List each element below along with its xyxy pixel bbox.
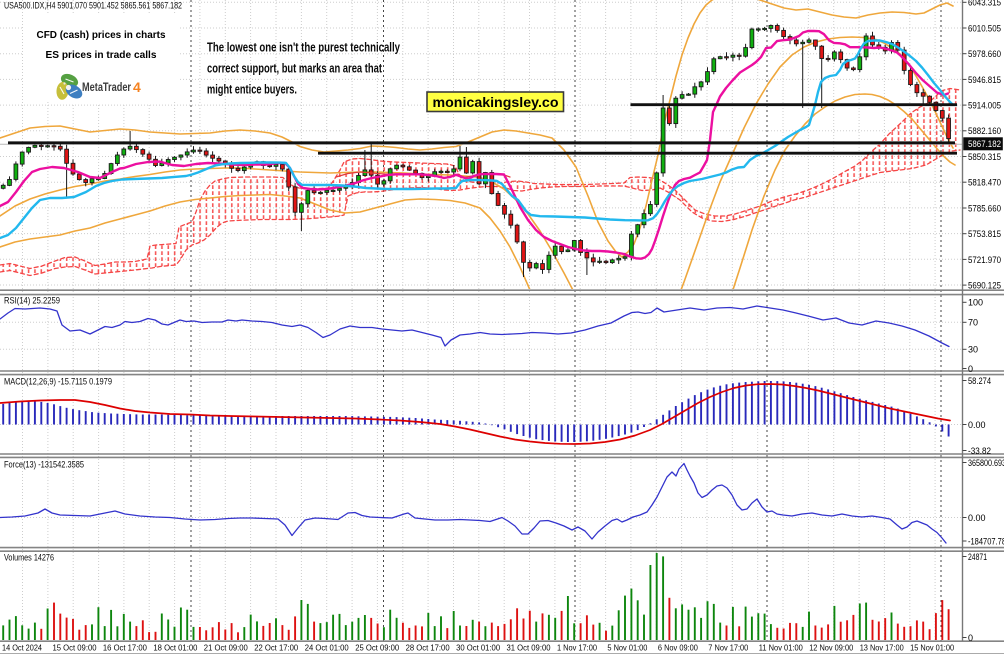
svg-text:13 Nov 17:00: 13 Nov 17:00: [860, 643, 904, 653]
svg-text:The lowest one isn't the pures: The lowest one isn't the purest technica…: [207, 40, 401, 55]
svg-text:22 Oct 17:00: 22 Oct 17:00: [254, 643, 298, 653]
svg-text:1 Nov 17:00: 1 Nov 17:00: [557, 643, 597, 653]
svg-text:25 Oct 09:00: 25 Oct 09:00: [355, 643, 399, 653]
svg-text:30 Oct 01:00: 30 Oct 01:00: [456, 643, 500, 653]
svg-text:14 Oct 2024: 14 Oct 2024: [2, 643, 42, 653]
svg-text:100: 100: [968, 298, 983, 308]
svg-text:correct support, but marks an: correct support, but marks an area that: [207, 61, 382, 76]
svg-text:5850.315: 5850.315: [968, 152, 1001, 162]
svg-text:might entice buyers.: might entice buyers.: [207, 82, 297, 97]
svg-text:USA500.IDX,H4 5901.070 5901.4: USA500.IDX,H4 5901.070 5901.452 5865.561…: [4, 1, 182, 11]
svg-text:monicakingsley.co: monicakingsley.co: [433, 95, 559, 110]
svg-text:0.00: 0.00: [968, 513, 986, 523]
svg-text:4: 4: [133, 79, 141, 95]
svg-text:5914.005: 5914.005: [968, 101, 1001, 111]
svg-text:0: 0: [968, 364, 973, 374]
svg-text:30: 30: [968, 345, 978, 355]
svg-text:15 Oct 09:00: 15 Oct 09:00: [53, 643, 97, 653]
svg-text:6 Nov 09:00: 6 Nov 09:00: [658, 643, 698, 653]
svg-text:5867.182: 5867.182: [968, 139, 1001, 149]
svg-text:6043.315: 6043.315: [968, 0, 1001, 8]
svg-text:7 Nov 17:00: 7 Nov 17:00: [708, 643, 748, 653]
svg-text:0: 0: [968, 633, 973, 643]
svg-text:5818.470: 5818.470: [968, 178, 1001, 188]
svg-text:5690.125: 5690.125: [968, 281, 1001, 291]
svg-text:6010.505: 6010.505: [968, 23, 1001, 33]
svg-text:24 Oct 01:00: 24 Oct 01:00: [305, 643, 349, 653]
svg-text:MACD(12,26,9) -15.7115 0.1979: MACD(12,26,9) -15.7115 0.1979: [4, 377, 112, 387]
svg-text:5 Nov 01:00: 5 Nov 01:00: [607, 643, 647, 653]
svg-text:5946.815: 5946.815: [968, 75, 1001, 85]
svg-text:18 Oct 01:00: 18 Oct 01:00: [153, 643, 197, 653]
svg-text:5721.970: 5721.970: [968, 255, 1001, 265]
svg-text:365800.693: 365800.693: [968, 458, 1004, 468]
svg-text:5753.815: 5753.815: [968, 229, 1001, 239]
svg-text:31 Oct 09:00: 31 Oct 09:00: [507, 643, 551, 653]
svg-text:70: 70: [968, 318, 978, 328]
svg-text:Force(13) -131542.3585: Force(13) -131542.3585: [4, 460, 84, 470]
svg-text:-33.82: -33.82: [968, 446, 991, 456]
svg-text:Volumes 14276: Volumes 14276: [4, 553, 54, 563]
svg-text:ES prices in trade calls: ES prices in trade calls: [46, 49, 157, 61]
svg-text:0.00: 0.00: [968, 420, 986, 430]
svg-text:28 Oct 17:00: 28 Oct 17:00: [406, 643, 450, 653]
svg-text:5978.660: 5978.660: [968, 49, 1001, 59]
svg-text:12 Nov 09:00: 12 Nov 09:00: [809, 643, 853, 653]
svg-text:21 Oct 09:00: 21 Oct 09:00: [204, 643, 248, 653]
svg-text:5785.660: 5785.660: [968, 203, 1001, 213]
svg-text:MetaTrader: MetaTrader: [82, 80, 131, 94]
svg-text:11 Nov 01:00: 11 Nov 01:00: [759, 643, 803, 653]
svg-text:15 Nov 01:00: 15 Nov 01:00: [910, 643, 954, 653]
svg-text:16 Oct 17:00: 16 Oct 17:00: [103, 643, 147, 653]
svg-text:58.274: 58.274: [968, 376, 991, 386]
svg-text:-184707.78: -184707.78: [968, 536, 1004, 546]
svg-text:24871: 24871: [968, 552, 987, 562]
svg-text:5882.160: 5882.160: [968, 126, 1001, 136]
svg-text:CFD (cash) prices in charts: CFD (cash) prices in charts: [37, 29, 166, 41]
svg-text:RSI(14) 25.2259: RSI(14) 25.2259: [4, 296, 60, 306]
